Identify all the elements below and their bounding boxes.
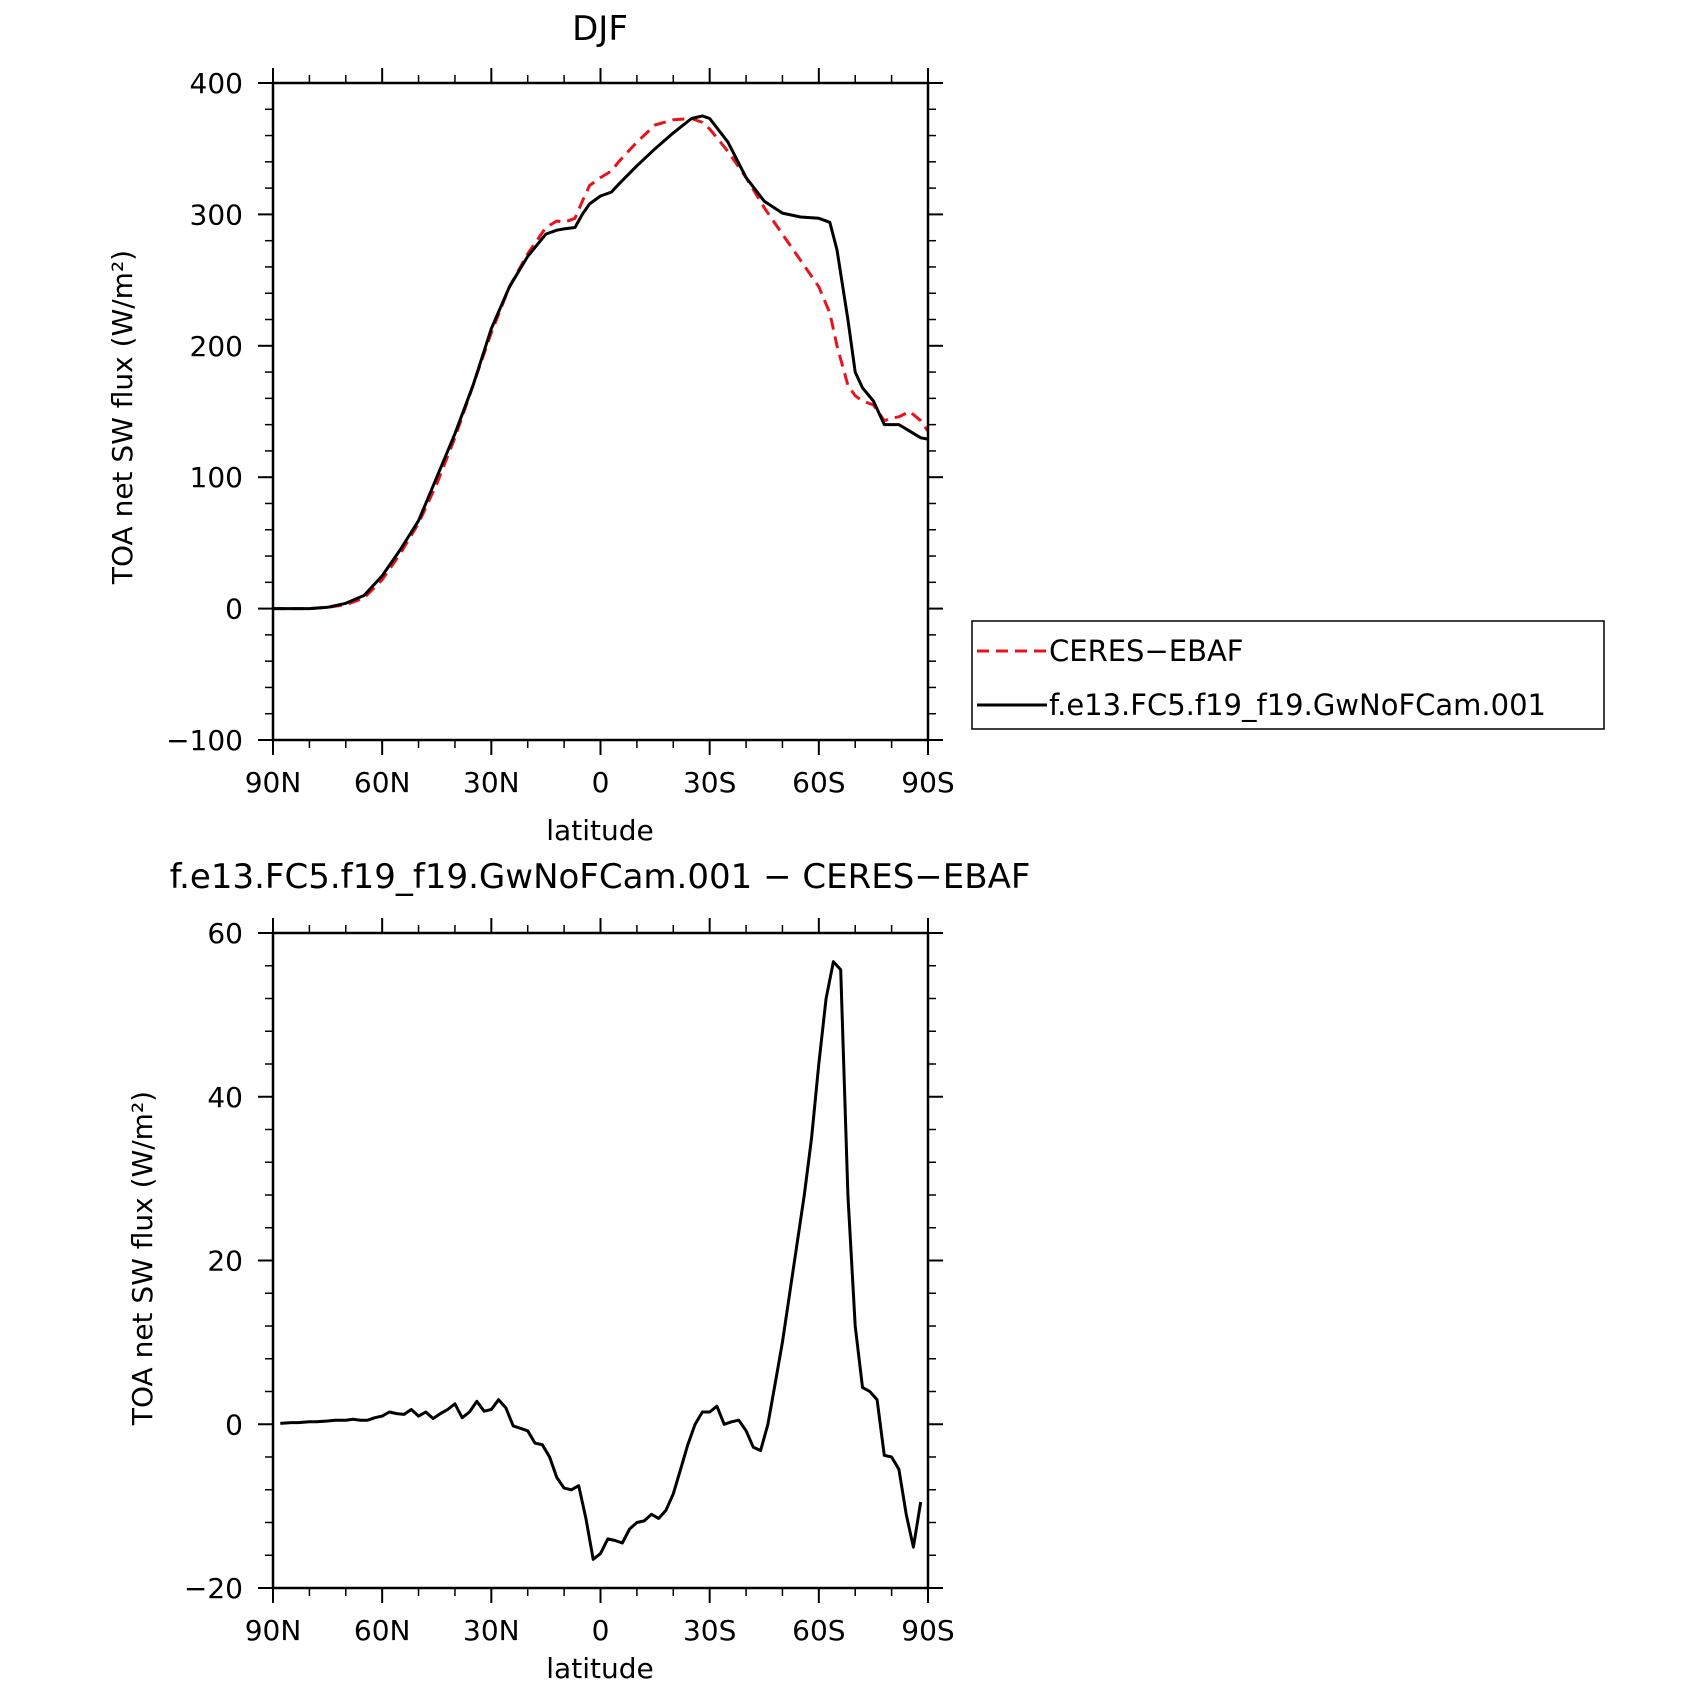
legend-label-model: f.e13.FC5.f19_f19.GwNoFCam.001 [1049, 688, 1546, 722]
x-tick-label: 30S [683, 766, 736, 799]
x-axis-label: latitude [546, 814, 653, 847]
chart-title: f.e13.FC5.f19_f19.GwNoFCam.001 − CERES−E… [170, 857, 1031, 897]
series-layer [280, 960, 923, 1561]
x-tick-label: 30S [683, 1614, 736, 1647]
y-tick-label: 400 [190, 67, 243, 100]
y-tick-label: 300 [190, 198, 243, 231]
axis-ticks: 90N 60N 30N 0 30S 60S 90S −100 0 100 200 300 400 [166, 67, 955, 799]
y-tick-label: −100 [166, 724, 243, 757]
legend-label-ceres: CERES−EBAF [1049, 634, 1244, 668]
axis-ticks: 90N 60N 30N 0 30S 60S 90S −20 0 20 40 60 [184, 917, 955, 1647]
x-tick-label: 90N [245, 766, 302, 799]
legend-box [971, 620, 1605, 730]
y-tick-label: 40 [207, 1081, 243, 1114]
y-tick-label: 20 [207, 1245, 243, 1278]
difference-panel: f.e13.FC5.f19_f19.GwNoFCam.001 − CERES−E… [126, 857, 1030, 1685]
y-tick-label: 0 [225, 1408, 243, 1441]
series-layer [273, 114, 930, 611]
series-line-difference [280, 960, 923, 1561]
chart-title: DJF [572, 9, 628, 49]
djf-flux-panel: DJF latitude TOA net SW flux (W/m²) 90N 6… [106, 9, 1605, 847]
x-tick-label: 30N [463, 766, 520, 799]
plot-frame [271, 81, 930, 742]
x-tick-label: 90S [901, 766, 954, 799]
x-tick-label: 60N [354, 1614, 411, 1647]
series-line-ceres [273, 117, 930, 611]
y-axis-label: TOA net SW flux (W/m²) [126, 1091, 159, 1426]
x-tick-label: 60N [354, 766, 411, 799]
y-tick-label: 200 [190, 330, 243, 363]
y-tick-label: 0 [225, 593, 243, 626]
x-tick-label: 60S [792, 1614, 845, 1647]
x-tick-label: 30N [463, 1614, 520, 1647]
y-axis-label: TOA net SW flux (W/m²) [106, 250, 139, 585]
x-tick-label: 0 [592, 1614, 610, 1647]
x-tick-label: 90S [901, 1614, 954, 1647]
plot-frame [271, 931, 930, 1590]
legend: CERES−EBAF f.e13.FC5.f19_f19.GwNoFCam.00… [971, 620, 1605, 730]
x-tick-label: 0 [592, 766, 610, 799]
y-tick-label: 100 [190, 461, 243, 494]
x-tick-label: 90N [245, 1614, 302, 1647]
y-tick-label: −20 [184, 1572, 243, 1605]
y-tick-label: 60 [207, 917, 243, 950]
x-axis-label: latitude [546, 1652, 653, 1685]
x-tick-label: 60S [792, 766, 845, 799]
series-line-model [273, 114, 929, 611]
